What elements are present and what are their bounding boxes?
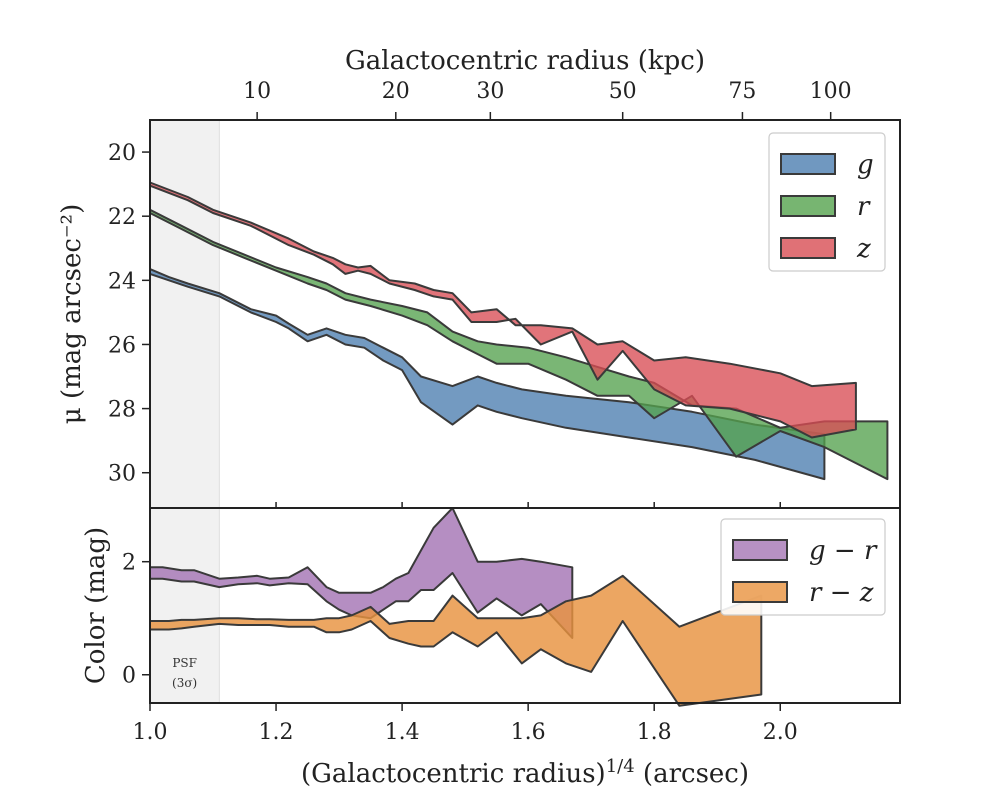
psf-label: PSF — [172, 656, 197, 670]
top-axis-title: Galactocentric radius (kpc) — [345, 46, 705, 76]
legend-label-r: r — [857, 192, 871, 222]
x-tick-label: 2.0 — [763, 720, 798, 745]
y-tick-label: 26 — [108, 333, 136, 358]
x-axis-title-unit: (arcsec) — [635, 759, 749, 789]
bottom-panel-ticks: 0 2 1.0 1.2 1.4 1.6 1.8 2.0 — [122, 551, 798, 745]
y-axis-title-surface-brightness: μ (mag arcsec⁻²) — [57, 204, 87, 424]
y-tick-label: 24 — [108, 269, 136, 294]
y-axis-title-color: Color (mag) — [81, 527, 111, 684]
color-panel: PSF (3σ) 0 2 1.0 1.2 1.4 1.6 1.8 2.0 Color (mag… — [81, 507, 901, 789]
legend-label-r-z: r − z — [809, 578, 874, 608]
legend-swatch-g-r — [732, 539, 788, 561]
band-r — [149, 208, 889, 481]
x-tick-label: 1.6 — [511, 720, 546, 745]
band-g — [149, 268, 826, 481]
band-r-z — [149, 574, 763, 707]
x-tick-label: 1.0 — [133, 720, 168, 745]
x-axis-title: (Galactocentric radius)1/4 (arcsec) — [301, 756, 749, 789]
top-tick-label: 75 — [728, 79, 756, 104]
legend-label-g: g — [857, 150, 874, 180]
surface-brightness-panel: 20 22 24 26 28 30 10 20 30 50 75 100 μ (mag arcsec⁻… — [57, 46, 901, 509]
x-tick-label: 1.2 — [259, 720, 294, 745]
legend-label-z: z — [856, 234, 871, 264]
top-panel-ticks: 20 22 24 26 28 30 10 20 30 50 75 100 — [108, 79, 852, 508]
y-tick-label: 22 — [108, 205, 136, 230]
top-tick-label: 20 — [382, 79, 410, 104]
x-axis-title-exponent: 1/4 — [606, 756, 635, 777]
legend-swatch-r-z — [732, 581, 788, 603]
y-tick-label: 30 — [108, 462, 136, 487]
bottom-panel-frame — [149, 507, 901, 704]
surface-brightness-bands — [149, 181, 889, 481]
y-tick-label: 2 — [122, 551, 136, 576]
band-z — [149, 181, 857, 439]
top-tick-label: 50 — [609, 79, 637, 104]
x-tick-label: 1.4 — [385, 720, 420, 745]
legend-swatch-z — [780, 237, 836, 259]
x-axis-title-base: (Galactocentric radius) — [301, 759, 606, 789]
y-tick-label: 0 — [122, 664, 136, 689]
legend-swatch-g — [780, 153, 836, 175]
top-tick-label: 30 — [476, 79, 504, 104]
psf-region — [149, 119, 220, 509]
x-tick-label: 1.8 — [637, 720, 672, 745]
top-tick-label: 100 — [810, 79, 852, 104]
y-tick-label: 20 — [108, 141, 136, 166]
legend-bands: grz — [768, 132, 886, 272]
legend-colors: g − r r − z — [720, 518, 886, 616]
psf-sublabel: (3σ) — [172, 676, 197, 690]
legend-label-g-r: g − r — [809, 536, 878, 566]
y-tick-label: 28 — [108, 398, 136, 423]
legend-swatch-r — [780, 195, 836, 217]
top-tick-label: 10 — [243, 79, 271, 104]
color-bands — [149, 507, 763, 707]
psf-region — [149, 507, 220, 704]
